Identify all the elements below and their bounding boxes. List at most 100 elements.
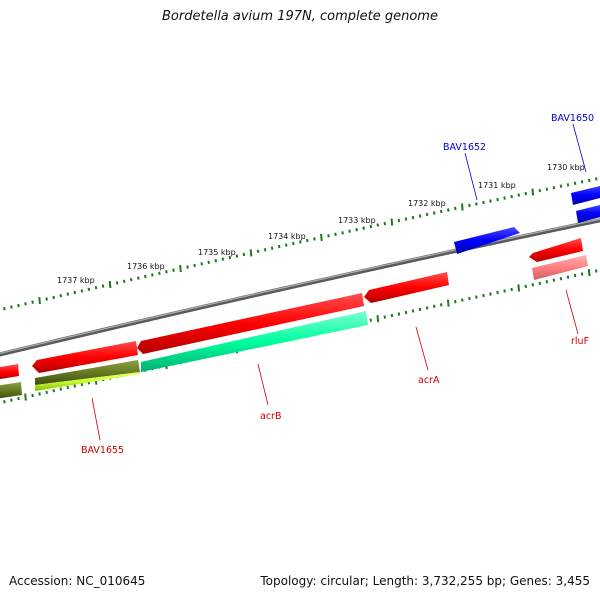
inner-minor-tick <box>454 300 457 304</box>
inner-minor-tick <box>531 283 535 287</box>
outer-minor-tick <box>552 186 556 190</box>
gene-label-BAV1652: BAV1652 <box>443 142 486 153</box>
gene-BAV1655[interactable] <box>32 341 140 391</box>
outer-minor-tick <box>115 281 119 285</box>
outer-minor-tick <box>151 273 154 277</box>
inner-minor-tick <box>31 393 34 398</box>
inner-minor-tick <box>475 295 478 299</box>
outer-minor-tick <box>24 302 27 306</box>
scale-label-1733: 1733 kbp <box>338 216 376 225</box>
inner-minor-tick <box>59 387 63 391</box>
outer-minor-tick <box>158 271 161 275</box>
inner-minor-tick <box>496 290 499 295</box>
inner-minor-tick <box>390 313 394 318</box>
outer-minor-tick <box>52 295 55 300</box>
page-title: Bordetella avium 197N, complete genome <box>162 9 438 24</box>
outer-minor-tick <box>200 262 203 266</box>
inner-major-tick <box>517 284 520 292</box>
outer-minor-tick <box>313 237 316 241</box>
outer-major-tick <box>320 233 323 241</box>
inner-minor-tick <box>73 384 77 388</box>
outer-minor-tick <box>573 181 577 185</box>
outer-minor-tick <box>439 209 443 214</box>
gene-acrB[interactable] <box>137 293 368 372</box>
outer-minor-tick <box>404 217 408 221</box>
scale-labels: 1730 kbp 1731 kbp 1732 kbp 1733 kbp 1734… <box>57 163 585 285</box>
gene-rluF[interactable] <box>529 238 588 280</box>
outer-minor-tick <box>362 226 365 230</box>
outer-minor-tick <box>59 294 63 298</box>
outer-minor-tick <box>482 200 485 205</box>
gene-label-acrA: acrA <box>418 375 440 386</box>
inner-minor-tick <box>524 284 528 288</box>
outer-minor-tick <box>454 206 457 211</box>
outer-minor-tick <box>468 203 471 208</box>
gene-labels: BAV1650 BAV1652 rluF acrA acrB BAV1655 <box>81 113 594 456</box>
outer-minor-tick <box>207 260 210 264</box>
outer-minor-tick <box>17 303 20 308</box>
inner-minor-tick <box>418 307 422 312</box>
inner-major-tick <box>24 393 27 401</box>
scale-label-1737: 1737 kbp <box>57 276 95 285</box>
outer-minor-tick <box>524 191 528 196</box>
outer-minor-tick <box>263 248 267 252</box>
outer-minor-tick <box>277 244 281 249</box>
outer-minor-tick <box>496 197 499 202</box>
outer-minor-tick <box>566 183 570 187</box>
outer-minor-tick <box>475 202 478 206</box>
outer-minor-tick <box>31 300 34 304</box>
outer-minor-tick <box>235 254 239 258</box>
outer-minor-tick <box>228 255 232 260</box>
inner-minor-tick <box>468 296 471 301</box>
outer-minor-tick <box>348 229 351 233</box>
outer-minor-tick <box>369 224 373 229</box>
scale-label-1734: 1734 kbp <box>268 232 306 241</box>
gene-label-BAV1650: BAV1650 <box>551 113 594 124</box>
outer-minor-tick <box>306 238 309 243</box>
inner-minor-tick <box>566 275 570 279</box>
outer-minor-tick <box>594 177 598 181</box>
outer-minor-tick <box>334 232 337 236</box>
gene-left-edge[interactable] <box>0 364 22 399</box>
gene-label-BAV1655: BAV1655 <box>81 445 124 456</box>
outer-minor-tick <box>299 240 302 244</box>
inner-minor-tick <box>538 281 542 285</box>
outer-minor-tick <box>383 221 387 226</box>
scale-label-1736: 1736 kbp <box>127 262 165 271</box>
outer-minor-tick <box>144 274 147 279</box>
outer-minor-tick <box>503 196 506 200</box>
scale-label-1731: 1731 kbp <box>478 181 516 190</box>
outer-minor-tick <box>45 297 48 301</box>
outer-minor-tick <box>101 284 105 288</box>
outer-minor-tick <box>327 234 330 238</box>
outer-minor-tick <box>341 231 344 235</box>
inner-major-tick <box>376 315 380 323</box>
gene-BAV1652[interactable] <box>454 227 520 254</box>
gene-BAV1650[interactable] <box>571 185 600 223</box>
outer-minor-tick <box>87 287 91 291</box>
outer-minor-tick <box>545 187 549 191</box>
gene-acrA[interactable] <box>364 272 449 303</box>
outer-minor-tick <box>376 223 380 227</box>
outer-minor-tick <box>256 249 260 253</box>
outer-major-tick <box>38 297 41 305</box>
outer-minor-tick <box>510 194 513 199</box>
outer-minor-tick <box>447 208 450 212</box>
inner-major-tick <box>587 269 591 277</box>
outer-minor-tick <box>284 243 288 247</box>
outer-minor-tick <box>538 188 542 193</box>
inner-minor-tick <box>439 303 443 307</box>
gene-label-rluF: rluF <box>571 336 589 347</box>
outer-minor-tick <box>292 241 295 246</box>
outer-minor-tick <box>221 257 225 261</box>
scale-label-1735: 1735 kbp <box>198 248 236 257</box>
outer-minor-tick <box>122 279 126 283</box>
inner-minor-tick <box>489 292 492 296</box>
gene-label-acrB: acrB <box>260 411 281 422</box>
inner-minor-tick <box>3 400 6 404</box>
outer-minor-tick <box>242 252 246 257</box>
genome-summary-text: Topology: circular; Length: 3,732,255 bp… <box>260 574 590 588</box>
outer-minor-tick <box>559 184 563 188</box>
inner-major-tick <box>447 299 450 307</box>
